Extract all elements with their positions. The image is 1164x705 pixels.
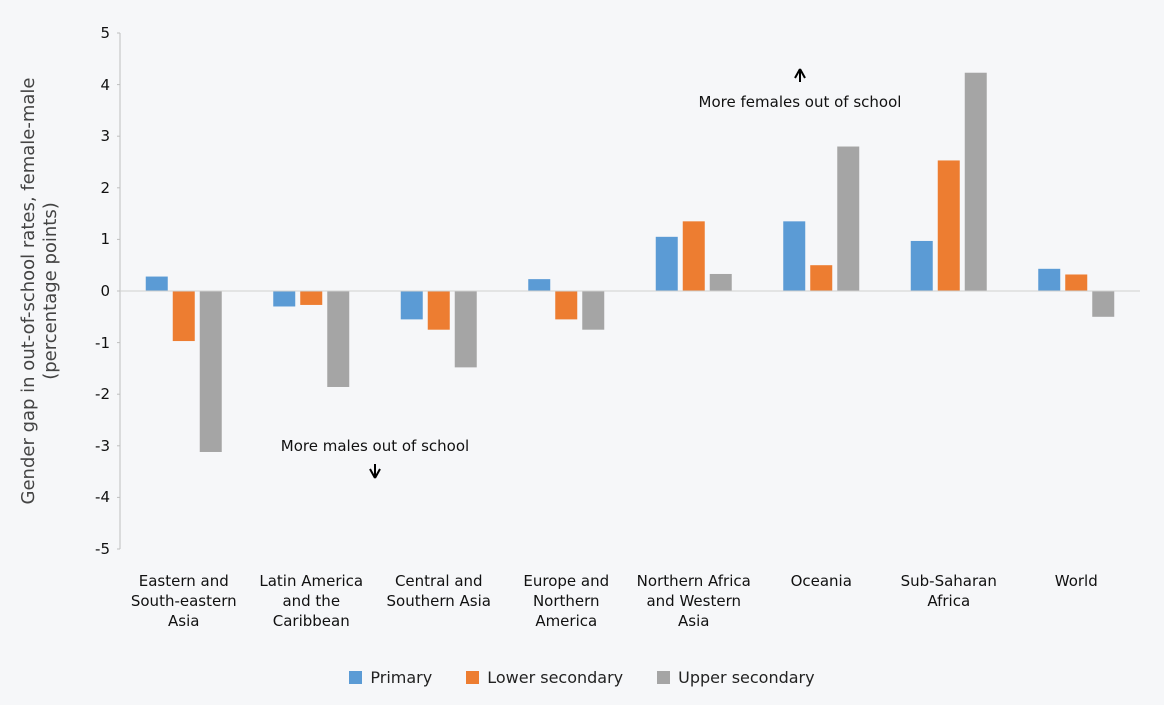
x-tick-label: Sub-Saharan Africa (900, 572, 997, 610)
y-tick-label: 0 (100, 282, 110, 300)
legend-label: Primary (370, 668, 433, 687)
bar (937, 160, 960, 291)
legend-label: Lower secondary (487, 668, 624, 687)
bar (172, 291, 195, 342)
bar (810, 265, 833, 291)
bar (1065, 274, 1088, 291)
bar (327, 291, 350, 387)
y-tick-label: 5 (100, 24, 110, 42)
bar (964, 72, 987, 292)
y-tick-label: -5 (95, 540, 110, 558)
x-tick-label: Europe and Northern America (523, 572, 610, 630)
x-tick-label: World (1054, 572, 1098, 590)
bar (528, 279, 551, 291)
legend-swatch (349, 671, 363, 684)
y-tick-label: -3 (95, 436, 110, 455)
y-tick-label: 4 (100, 75, 110, 94)
bar (582, 291, 605, 330)
x-tick-label: Central and Southern Asia (386, 572, 491, 610)
bar (783, 221, 806, 291)
annotation: More females out of school (698, 93, 902, 111)
bar (837, 146, 860, 291)
bar (910, 240, 933, 291)
legend-item: Primary (349, 668, 432, 687)
legend-label: Upper secondary (678, 668, 815, 687)
x-tick-label: Oceania (790, 572, 852, 590)
arrow-down (369, 464, 381, 479)
bar (682, 221, 705, 291)
bar (427, 291, 450, 330)
bar (400, 291, 423, 320)
annotation: More males out of school (280, 437, 470, 455)
bar (555, 291, 578, 320)
y-tick-label: -2 (95, 385, 110, 404)
bar (273, 291, 296, 307)
bar (709, 273, 732, 291)
legend-swatch (657, 671, 671, 684)
bar (655, 236, 678, 291)
y-tick-label: -1 (95, 333, 110, 352)
arrow-up (794, 68, 806, 82)
y-tick-label: -4 (95, 488, 110, 507)
legend-item: Upper secondary (657, 668, 815, 687)
y-tick-label: 3 (100, 127, 110, 146)
bar (1038, 268, 1061, 291)
legend: Primary Lower secondary Upper secondary (0, 668, 1164, 687)
bar (300, 291, 323, 305)
y-tick-label: 1 (100, 230, 110, 249)
legend-swatch (466, 671, 480, 684)
y-tick-label: 2 (100, 178, 110, 197)
bar (145, 276, 168, 291)
bar (199, 291, 222, 452)
x-tick-label: Northern Africa and Western Asia (636, 572, 751, 630)
x-tick-label: Latin America and the Caribbean (259, 572, 364, 630)
y-axis-label: Gender gap in out-of-school rates, femal… (18, 77, 61, 505)
x-tick-label: Eastern and South-eastern Asia (130, 572, 237, 630)
bar (1092, 291, 1115, 317)
legend-item: Lower secondary (466, 668, 623, 687)
bar (454, 291, 477, 368)
